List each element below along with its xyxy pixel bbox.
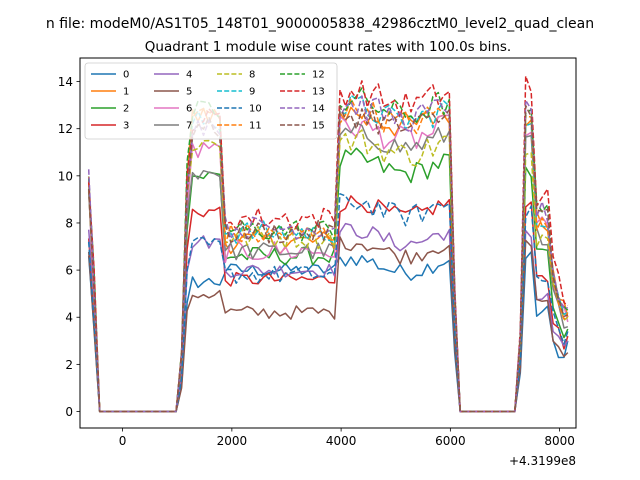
y-tick-label: 10 bbox=[58, 169, 73, 183]
series-line-9 bbox=[87, 94, 569, 413]
legend-label-15: 15 bbox=[312, 121, 325, 132]
legend-box bbox=[84, 62, 338, 140]
axes-frame bbox=[79, 57, 577, 429]
legend-label-10: 10 bbox=[249, 104, 262, 115]
series-line-6 bbox=[87, 114, 569, 413]
y-tick-label: 12 bbox=[58, 122, 73, 136]
y-tick-label: 14 bbox=[58, 75, 73, 89]
legend-label-2: 2 bbox=[123, 104, 129, 115]
figure-suptitle: n file: modeM0/AS1T05_148T01_9000005838_… bbox=[46, 16, 594, 32]
legend-label-1: 1 bbox=[123, 87, 129, 98]
x-offset-label: +4.3199e8 bbox=[509, 454, 576, 468]
series-line-0 bbox=[87, 251, 569, 413]
x-tick-label: 8000 bbox=[544, 434, 575, 448]
plot-lines bbox=[87, 75, 569, 413]
series-line-15 bbox=[87, 104, 569, 413]
legend-label-11: 11 bbox=[249, 121, 262, 132]
legend-label-6: 6 bbox=[186, 104, 192, 115]
legend-label-0: 0 bbox=[123, 70, 129, 81]
legend-label-7: 7 bbox=[186, 121, 192, 132]
legend-label-8: 8 bbox=[249, 70, 255, 81]
legend-label-12: 12 bbox=[312, 70, 325, 81]
series-line-1 bbox=[87, 106, 569, 413]
y-tick-label: 6 bbox=[65, 264, 73, 278]
legend-label-9: 9 bbox=[249, 87, 255, 98]
series-line-14 bbox=[87, 95, 568, 413]
legend-label-5: 5 bbox=[186, 87, 192, 98]
legend-label-14: 14 bbox=[312, 104, 325, 115]
y-tick-label: 8 bbox=[65, 216, 73, 230]
x-tick-label: 6000 bbox=[435, 434, 466, 448]
legend-label-13: 13 bbox=[312, 87, 325, 98]
chart-title: Quadrant 1 module wise count rates with … bbox=[145, 39, 511, 55]
y-tick-label: 4 bbox=[65, 311, 73, 325]
y-tick-label: 0 bbox=[65, 405, 73, 419]
x-tick-label: 4000 bbox=[326, 434, 357, 448]
legend-label-3: 3 bbox=[123, 121, 129, 132]
x-tick-label: 2000 bbox=[217, 434, 248, 448]
x-tick-label: 0 bbox=[119, 434, 127, 448]
legend-label-4: 4 bbox=[186, 70, 192, 81]
series-line-5 bbox=[87, 236, 569, 413]
y-tick-label: 2 bbox=[65, 358, 73, 372]
x-axis: 0 2000 4000 6000 8000 bbox=[119, 428, 575, 448]
series-line-11 bbox=[87, 97, 569, 413]
series-line-2 bbox=[87, 147, 569, 413]
y-axis: 0 2 4 6 8 10 12 14 bbox=[58, 75, 80, 419]
series-line-4 bbox=[87, 222, 569, 413]
